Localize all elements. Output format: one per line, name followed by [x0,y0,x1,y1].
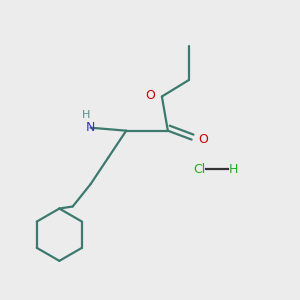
Text: Cl: Cl [193,163,205,176]
Text: N: N [86,121,95,134]
Text: O: O [198,133,208,146]
Text: H: H [82,110,90,120]
Text: H: H [229,163,238,176]
Text: O: O [145,88,155,101]
